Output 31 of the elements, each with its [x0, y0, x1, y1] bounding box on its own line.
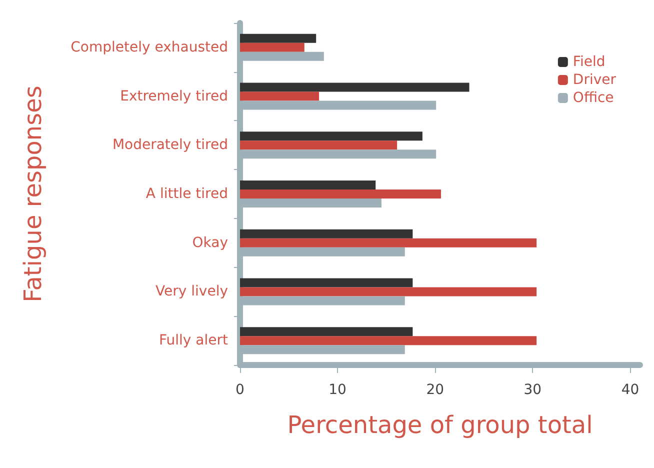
bar: [240, 140, 398, 150]
y-axis-title: Fatigue responses: [19, 86, 47, 302]
bar: [240, 82, 470, 92]
bar: [240, 180, 376, 190]
bar: [240, 92, 320, 101]
bar: [240, 34, 316, 43]
bar: [240, 42, 304, 52]
x-axis-title: Percentage of group total: [287, 411, 593, 439]
bar: [240, 336, 537, 346]
legend-label: Driver: [572, 72, 616, 88]
y-tick-label: Very lively: [156, 284, 228, 300]
y-tick-label: A little tired: [146, 186, 228, 202]
legend-label: Office: [572, 90, 614, 106]
y-tick-label: Fully alert: [158, 332, 228, 349]
bar: [240, 238, 537, 248]
y-tick-label: Completely exhausted: [70, 39, 228, 56]
bar: [240, 287, 537, 296]
bar: [240, 229, 413, 238]
x-tick-label: 0: [236, 382, 244, 398]
x-tick-label: 20: [426, 382, 444, 398]
y-tick-label: Extremely tired: [120, 88, 228, 104]
x-tick-label: 30: [524, 382, 542, 398]
x-tick-label: 40: [621, 382, 640, 398]
bar: [240, 190, 441, 198]
bar: [240, 132, 422, 141]
x-tick-label: 10: [328, 382, 346, 398]
y-tick-label: Okay: [192, 234, 228, 251]
y-tick-label: Moderately tired: [112, 137, 228, 154]
legend-label: Field: [572, 54, 606, 70]
bar: [240, 278, 413, 288]
bar: [240, 327, 413, 336]
